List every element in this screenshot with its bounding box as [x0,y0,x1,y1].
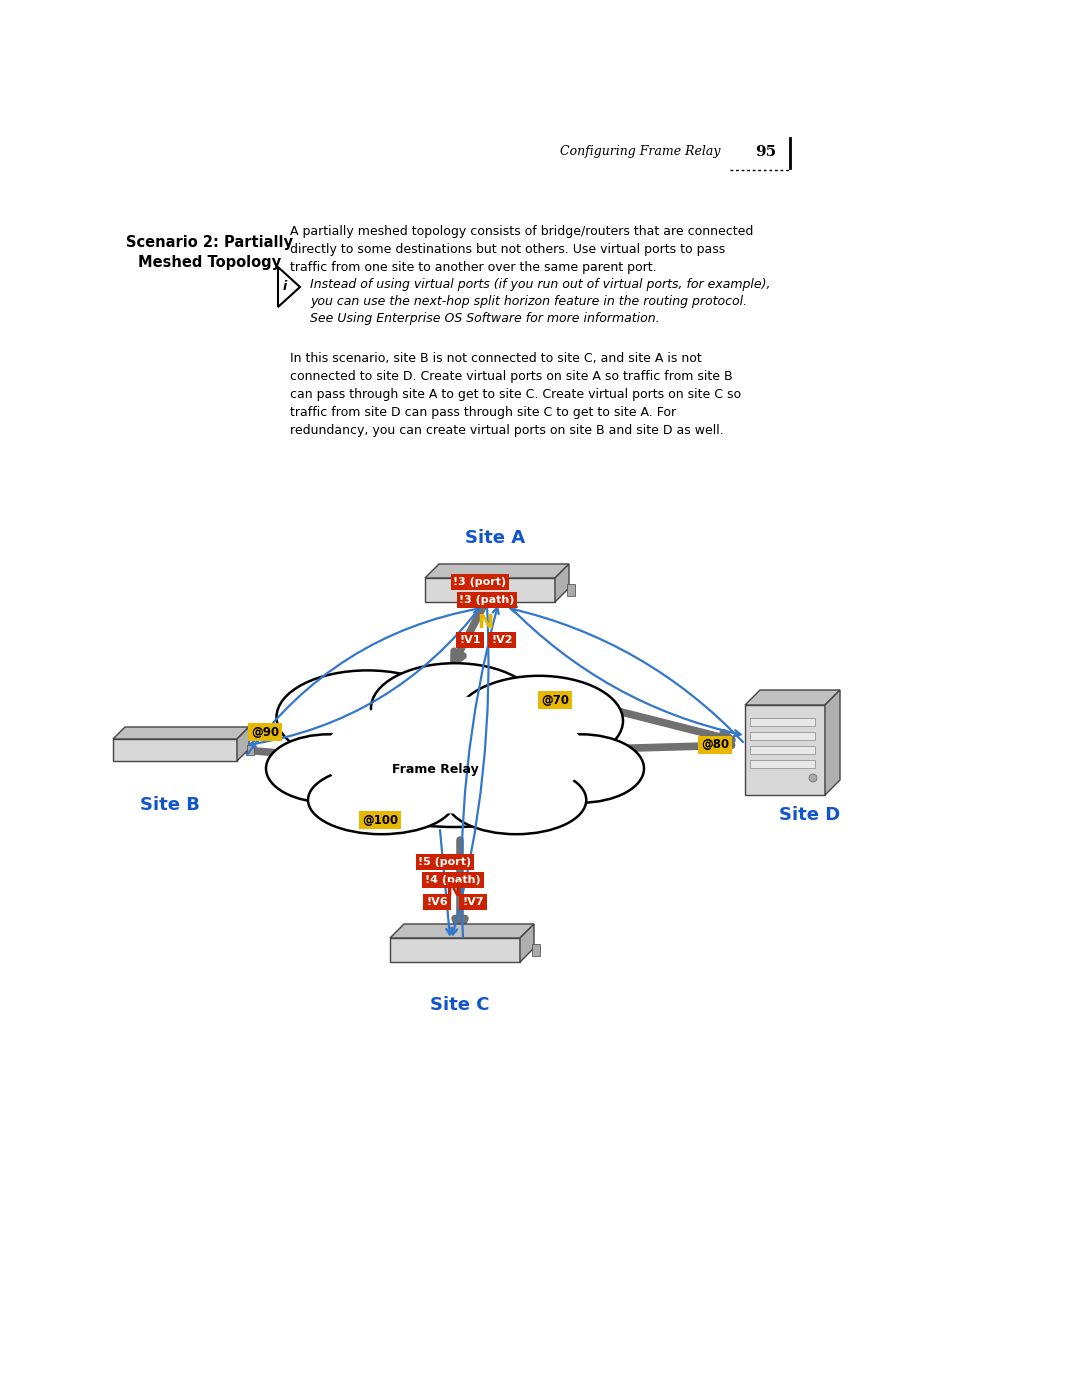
Text: Scenario 2: Partially: Scenario 2: Partially [126,235,294,250]
Polygon shape [237,726,249,761]
Text: i: i [283,281,287,293]
Ellipse shape [276,671,459,764]
Text: Frame Relay: Frame Relay [392,764,478,777]
Polygon shape [825,690,840,795]
Polygon shape [745,705,825,795]
Text: See Using Enterprise OS Software for more information.: See Using Enterprise OS Software for mor… [310,312,660,326]
Bar [532,944,540,956]
Bar [750,732,815,740]
Text: !V6: !V6 [427,897,448,907]
Text: 95: 95 [755,145,777,159]
Ellipse shape [308,766,455,834]
Polygon shape [426,564,569,578]
Text: Site A: Site A [464,529,525,548]
Polygon shape [390,923,534,937]
Text: redundancy, you can create virtual ports on site B and site D as well.: redundancy, you can create virtual ports… [291,425,724,437]
Ellipse shape [455,676,623,766]
Polygon shape [113,739,237,761]
Text: directly to some destinations but not others. Use virtual ports to pass: directly to some destinations but not ot… [291,243,726,256]
Text: In this scenario, site B is not connected to site C, and site A is not: In this scenario, site B is not connecte… [291,352,702,365]
Text: @70: @70 [541,693,569,707]
Ellipse shape [297,683,612,827]
Text: Site B: Site B [140,796,200,814]
Text: connected to site D. Create virtual ports on site A so traffic from site B: connected to site D. Create virtual port… [291,370,732,383]
Ellipse shape [372,664,539,753]
Ellipse shape [446,766,586,834]
Ellipse shape [518,735,644,803]
Text: @100: @100 [362,813,399,827]
Text: !V2: !V2 [491,636,513,645]
Bar [750,760,815,768]
Text: Site D: Site D [780,806,840,824]
Bar [567,584,575,597]
Ellipse shape [324,697,586,813]
Polygon shape [426,578,555,602]
Text: !5 (port): !5 (port) [418,856,472,868]
Text: !V1: !V1 [459,636,481,645]
Text: Instead of using virtual ports (if you run out of virtual ports, for example),: Instead of using virtual ports (if you r… [310,278,770,291]
Ellipse shape [297,683,612,827]
Text: traffic from one site to another over the same parent port.: traffic from one site to another over th… [291,261,657,274]
Text: !3 (port): !3 (port) [454,577,507,587]
Bar [750,746,815,754]
Circle shape [809,774,816,782]
Text: !3 (path): !3 (path) [459,595,515,605]
Polygon shape [519,923,534,963]
Text: Meshed Topology: Meshed Topology [138,256,282,270]
Polygon shape [555,564,569,602]
Text: A partially meshed topology consists of bridge/routers that are connected: A partially meshed topology consists of … [291,225,754,237]
Text: you can use the next-hop split horizon feature in the routing protocol.: you can use the next-hop split horizon f… [310,295,747,307]
Text: N: N [477,612,494,631]
Ellipse shape [266,735,392,803]
Text: @80: @80 [701,739,729,752]
Polygon shape [745,690,840,705]
Polygon shape [113,726,249,739]
Bar [750,718,815,726]
Bar [247,745,254,754]
Text: !4 (path): !4 (path) [426,875,481,886]
Text: Site C: Site C [430,996,489,1014]
Text: !V7: !V7 [462,897,484,907]
Text: @90: @90 [251,725,279,739]
Text: traffic from site D can pass through site C to get to site A. For: traffic from site D can pass through sit… [291,407,676,419]
Text: can pass through site A to get to site C. Create virtual ports on site C so: can pass through site A to get to site C… [291,388,741,401]
Text: N: N [445,880,461,900]
Polygon shape [390,937,519,963]
Text: Configuring Frame Relay: Configuring Frame Relay [559,145,720,158]
